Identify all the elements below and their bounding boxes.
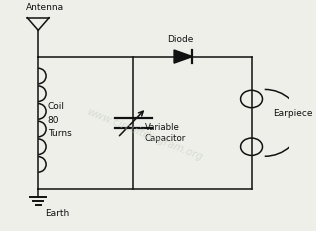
Text: Turns: Turns	[48, 129, 71, 138]
Text: 80: 80	[48, 116, 59, 125]
Text: Coil: Coil	[48, 102, 65, 111]
Text: Diode: Diode	[167, 35, 194, 44]
Text: Earpiece: Earpiece	[273, 109, 313, 118]
Text: Earth: Earth	[46, 209, 70, 218]
Text: Antenna: Antenna	[26, 3, 64, 12]
Text: www.circuitdiagram.org: www.circuitdiagram.org	[85, 106, 204, 162]
Text: Variable: Variable	[145, 123, 180, 132]
Text: Capacitor: Capacitor	[145, 134, 186, 143]
Polygon shape	[174, 50, 192, 63]
